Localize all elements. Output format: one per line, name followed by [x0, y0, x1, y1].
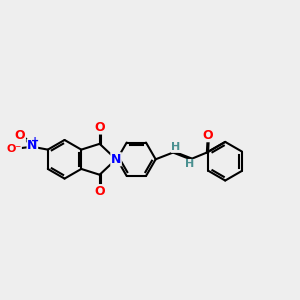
Text: H: H — [185, 160, 194, 170]
Text: O: O — [202, 129, 213, 142]
Text: +: + — [31, 136, 39, 146]
Text: O: O — [15, 129, 25, 142]
Text: N: N — [27, 140, 38, 152]
Text: N: N — [111, 153, 121, 166]
Text: O: O — [94, 121, 105, 134]
Text: O: O — [94, 185, 105, 198]
Text: H: H — [171, 142, 181, 152]
Text: O⁻: O⁻ — [6, 144, 21, 154]
